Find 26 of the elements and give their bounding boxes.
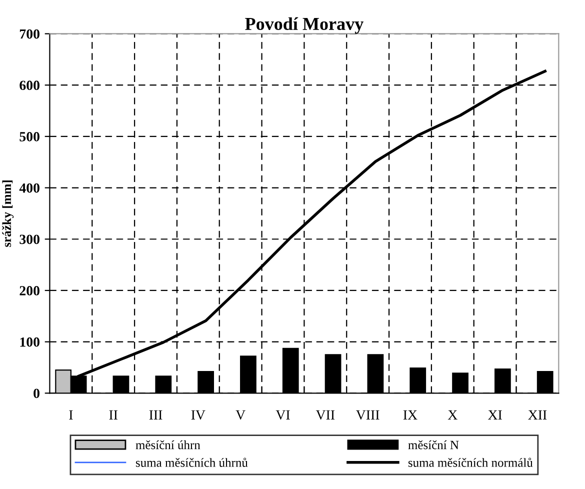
y-tick-label: 600 (20, 80, 40, 90)
y-tick-label: 200 (20, 286, 40, 296)
x-tick-label: XI (488, 410, 502, 420)
x-tick-label: IV (191, 410, 206, 420)
x-tick-label: XII (528, 410, 547, 420)
x-tick-label: VII (316, 410, 335, 420)
x-tick-label: X (448, 410, 458, 420)
legend-label: měsíční N (408, 440, 459, 450)
y-tick-label: 500 (20, 132, 40, 142)
legend-label: suma měsíčních normálů (408, 458, 533, 467)
x-tick-label: V (236, 410, 246, 420)
y-tick-label: 700 (20, 29, 40, 39)
legend-label: měsíční úhrn (136, 440, 200, 450)
chart-title: Povodí Moravy (245, 17, 364, 34)
x-tick-label: I (69, 410, 73, 420)
y-tick-label: 0 (34, 388, 40, 398)
y-tick-label: 300 (20, 234, 40, 244)
y-tick-label: 100 (20, 337, 40, 347)
x-tick-label: II (109, 410, 118, 420)
y-tick-label: 400 (19, 183, 40, 193)
y-axis-title: srážky [mm] (2, 180, 14, 247)
x-tick-label: IX (403, 410, 418, 420)
x-tick-label: VI (276, 410, 290, 420)
x-tick-label: III (149, 410, 162, 420)
legend-label: suma měsíčních úhrnů (136, 458, 248, 467)
x-tick-label: VIII (356, 410, 380, 420)
